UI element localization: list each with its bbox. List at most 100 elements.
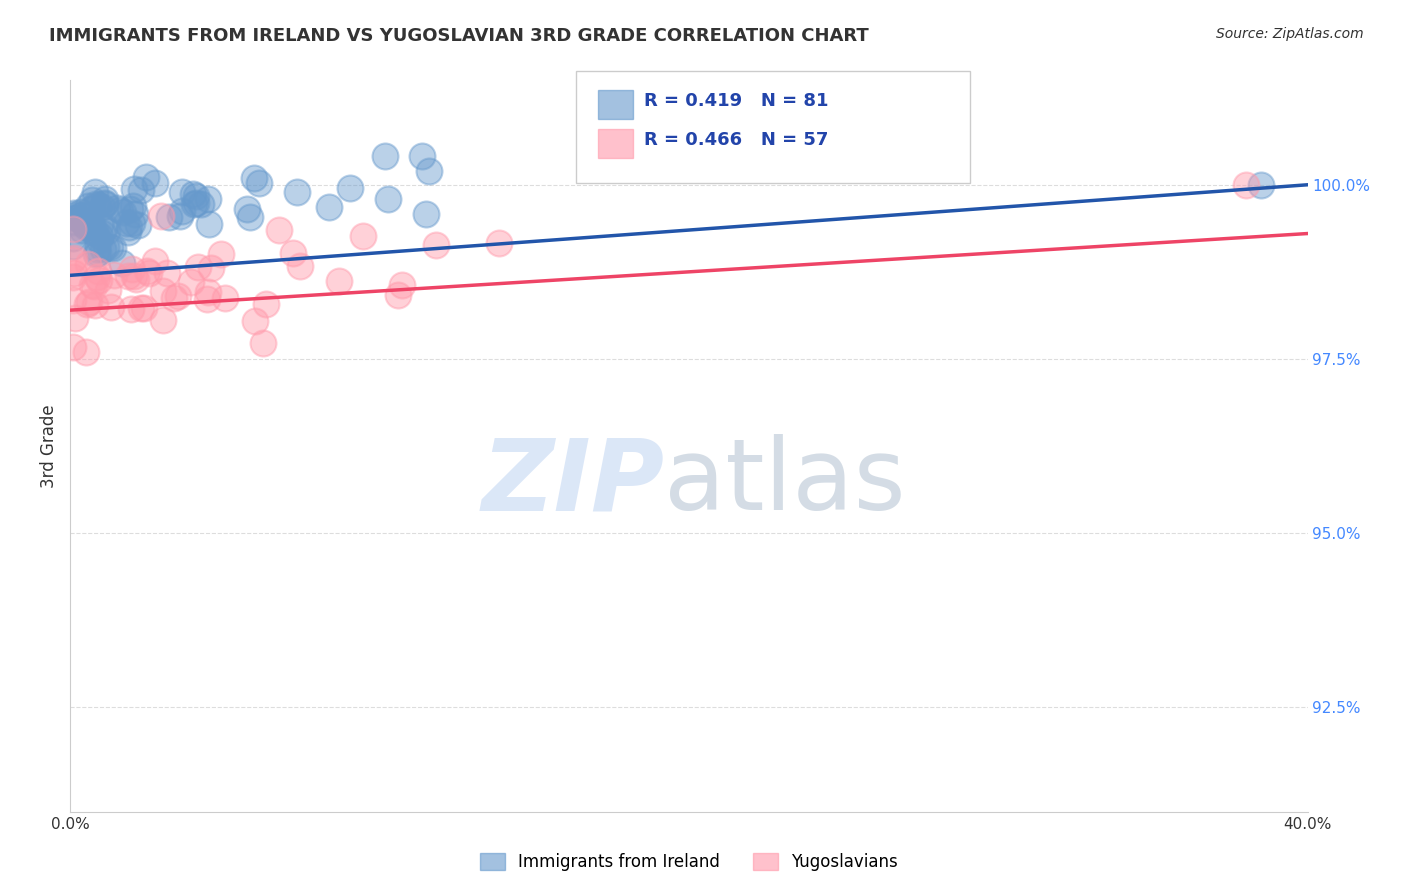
Point xyxy=(132,301,155,315)
Point xyxy=(121,216,143,230)
Point xyxy=(96,240,118,254)
Point xyxy=(63,206,86,220)
Y-axis label: 3rd Grade: 3rd Grade xyxy=(41,404,59,488)
Point xyxy=(190,197,212,211)
Point xyxy=(93,193,115,207)
Point xyxy=(152,312,174,326)
Point xyxy=(62,340,84,354)
Point xyxy=(108,202,131,217)
Point xyxy=(76,297,98,311)
Point xyxy=(86,270,108,285)
Point xyxy=(62,221,84,235)
Text: Source: ZipAtlas.com: Source: ZipAtlas.com xyxy=(1216,27,1364,41)
Point xyxy=(89,273,111,287)
Point xyxy=(352,228,374,243)
Point xyxy=(121,262,143,277)
Point xyxy=(318,200,340,214)
Point xyxy=(181,186,204,201)
Text: IMMIGRANTS FROM IRELAND VS YUGOSLAVIAN 3RD GRADE CORRELATION CHART: IMMIGRANTS FROM IRELAND VS YUGOSLAVIAN 3… xyxy=(49,27,869,45)
Point xyxy=(96,224,118,238)
Point xyxy=(93,197,115,211)
Text: R = 0.419   N = 81: R = 0.419 N = 81 xyxy=(644,92,828,110)
Point xyxy=(63,211,86,225)
Point xyxy=(124,182,146,196)
Point xyxy=(200,260,222,275)
Point xyxy=(82,225,104,239)
Point xyxy=(129,183,152,197)
Text: atlas: atlas xyxy=(664,434,905,531)
Point xyxy=(339,181,361,195)
Point xyxy=(285,186,308,200)
Point xyxy=(183,197,205,211)
Point xyxy=(84,224,107,238)
Point xyxy=(76,199,98,213)
Point xyxy=(239,210,262,224)
Point xyxy=(70,204,93,219)
Point xyxy=(135,169,157,184)
Point xyxy=(62,252,84,267)
Point xyxy=(80,217,103,231)
Point xyxy=(214,291,236,305)
Point xyxy=(136,264,159,278)
Point xyxy=(377,192,399,206)
Point xyxy=(169,209,191,223)
Point xyxy=(170,204,193,219)
Point xyxy=(63,252,86,266)
Point xyxy=(152,284,174,298)
Point xyxy=(75,220,97,235)
Point xyxy=(105,201,128,215)
Point xyxy=(118,220,141,235)
Point xyxy=(90,201,112,215)
Point xyxy=(76,257,98,271)
Point xyxy=(247,176,270,190)
Point xyxy=(374,149,396,163)
Point xyxy=(70,208,93,222)
Point xyxy=(93,196,115,211)
Point xyxy=(138,266,160,280)
Point xyxy=(254,297,277,311)
Point xyxy=(143,253,166,268)
Point xyxy=(86,242,108,256)
Point xyxy=(114,216,136,230)
Legend: Immigrants from Ireland, Yugoslavians: Immigrants from Ireland, Yugoslavians xyxy=(472,846,905,878)
Point xyxy=(72,223,94,237)
Point xyxy=(125,272,148,286)
Point xyxy=(1250,178,1272,192)
Point xyxy=(425,237,447,252)
Point xyxy=(209,247,232,261)
Point xyxy=(69,212,91,227)
Text: R = 0.466   N = 57: R = 0.466 N = 57 xyxy=(644,131,828,149)
Point xyxy=(80,219,103,234)
Point xyxy=(252,335,274,350)
Point xyxy=(62,231,84,245)
Point xyxy=(62,208,84,222)
Point xyxy=(87,264,110,278)
Point xyxy=(62,215,84,229)
Point xyxy=(94,220,117,235)
Point xyxy=(87,246,110,260)
Point xyxy=(288,260,311,274)
Point xyxy=(63,266,86,280)
Point xyxy=(391,278,413,293)
Point xyxy=(328,274,350,288)
Point xyxy=(89,219,111,233)
Point xyxy=(120,301,142,316)
Point xyxy=(66,211,89,225)
Point xyxy=(163,291,186,305)
Point xyxy=(387,287,409,301)
Point xyxy=(122,268,145,283)
Point xyxy=(236,202,259,216)
Point xyxy=(198,217,221,231)
Point xyxy=(124,207,146,221)
Point xyxy=(281,245,304,260)
Point xyxy=(117,225,139,239)
Point xyxy=(101,242,124,256)
Point xyxy=(167,288,190,302)
Point xyxy=(103,268,125,282)
Text: ZIP: ZIP xyxy=(481,434,664,531)
Point xyxy=(100,300,122,314)
Point xyxy=(112,204,135,219)
Point xyxy=(91,242,114,256)
Point xyxy=(156,266,179,280)
Point xyxy=(195,292,218,306)
